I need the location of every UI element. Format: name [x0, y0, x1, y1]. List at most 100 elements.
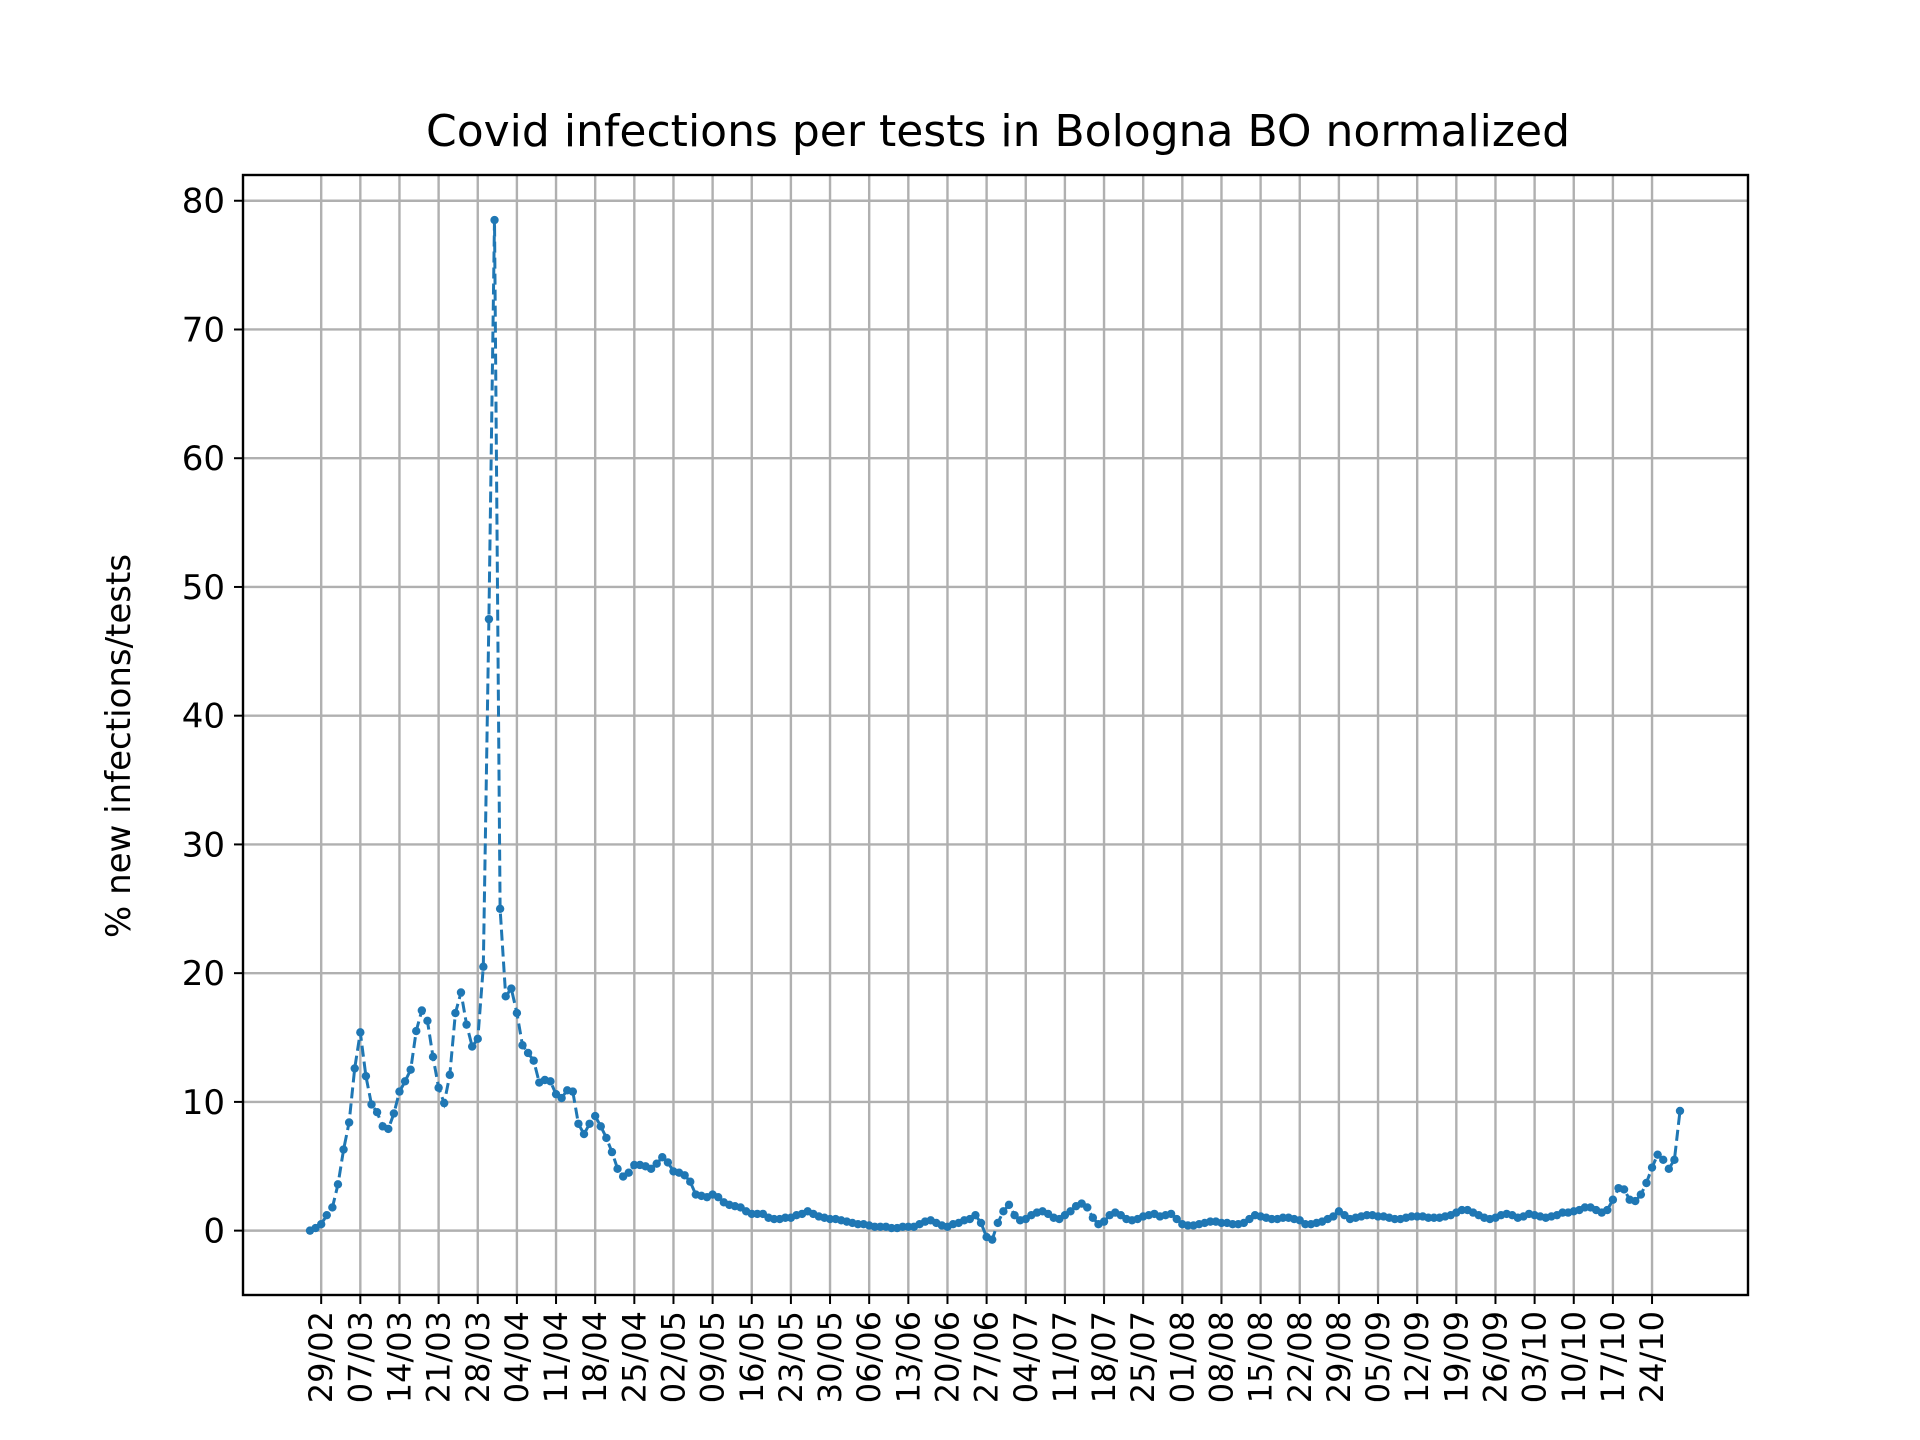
x-tick-label: 02/05 [654, 1311, 692, 1403]
x-tick-label: 21/03 [420, 1311, 458, 1403]
y-tick-label: 0 [203, 1212, 225, 1252]
data-point [467, 1042, 477, 1051]
x-tick-label: 30/05 [811, 1311, 849, 1403]
data-point [1603, 1205, 1612, 1215]
data-point [1636, 1190, 1646, 1199]
x-tick-label: 18/04 [576, 1311, 614, 1403]
data-point [501, 992, 510, 1001]
data-point [1670, 1155, 1679, 1165]
x-tick-label: 25/07 [1124, 1311, 1162, 1403]
data-point [328, 1203, 337, 1212]
data-point [988, 1235, 997, 1244]
data-point [384, 1124, 393, 1134]
x-tick-label: 17/10 [1594, 1311, 1632, 1403]
plot-frame [241, 173, 1750, 1297]
y-axis-label: % new infections/tests [99, 554, 139, 938]
x-tick-label: 11/04 [537, 1311, 575, 1403]
data-point [333, 1180, 343, 1189]
data-point [585, 1119, 594, 1128]
x-tick-label: 04/07 [1007, 1311, 1045, 1403]
data-point [344, 1118, 354, 1127]
data-point [356, 1028, 365, 1037]
data-point [624, 1168, 633, 1177]
data-point [339, 1145, 348, 1154]
x-tick-label: 04/04 [498, 1311, 536, 1403]
data-point [607, 1147, 617, 1157]
data-point [518, 1041, 527, 1050]
data-point [1099, 1217, 1109, 1226]
y-tick-label: 20 [182, 954, 225, 994]
data-point [484, 614, 494, 624]
data-point [361, 1071, 371, 1081]
chart-title: Covid infections per tests in Bologna BO… [426, 106, 1570, 157]
data-point [993, 1218, 1002, 1228]
data-point [479, 962, 488, 971]
x-tick-label: 05/09 [1359, 1311, 1397, 1403]
x-tick-label: 24/10 [1633, 1311, 1671, 1403]
data-points [305, 215, 1685, 1244]
x-tick-label: 13/06 [889, 1311, 927, 1403]
data-point [440, 1098, 449, 1108]
data-point [512, 1008, 522, 1018]
data-point [579, 1129, 589, 1139]
y-axis-ticks: 0 10 20 30 40 50 60 70 80 [182, 182, 243, 1252]
data-point [350, 1064, 359, 1073]
data-point [546, 1077, 555, 1086]
data-point [316, 1219, 326, 1229]
data-point [602, 1133, 611, 1143]
data-point [462, 1020, 471, 1029]
y-tick-label: 60 [182, 439, 225, 479]
x-tick-label: 26/09 [1476, 1311, 1514, 1403]
data-point [412, 1026, 421, 1036]
data-point [1664, 1164, 1674, 1174]
x-tick-label: 03/10 [1516, 1311, 1554, 1403]
data-point [529, 1056, 538, 1065]
data-point [1647, 1163, 1657, 1172]
data-point [1608, 1195, 1618, 1204]
data-point [1631, 1196, 1640, 1206]
data-point [1659, 1155, 1668, 1165]
data-point [495, 904, 505, 913]
x-tick-label: 12/09 [1398, 1311, 1436, 1403]
data-point [568, 1087, 578, 1096]
x-tick-label: 25/04 [615, 1311, 653, 1403]
data-point [473, 1034, 482, 1044]
data-point [400, 1077, 410, 1086]
data-point [434, 1083, 443, 1092]
y-tick-label: 40 [182, 697, 225, 737]
data-point [1653, 1150, 1662, 1159]
x-tick-label: 06/06 [850, 1311, 888, 1403]
x-tick-label: 18/07 [1085, 1311, 1123, 1403]
y-tick-label: 80 [182, 182, 225, 222]
data-point [367, 1100, 376, 1109]
y-tick-label: 10 [182, 1083, 225, 1123]
data-point [714, 1192, 723, 1202]
x-tick-label: 08/08 [1202, 1311, 1240, 1403]
data-point [686, 1177, 695, 1186]
data-point [1004, 1200, 1014, 1210]
data-point [646, 1164, 656, 1174]
data-point [523, 1048, 533, 1058]
data-point [976, 1218, 986, 1228]
x-tick-label: 28/03 [459, 1311, 497, 1403]
y-tick-label: 30 [182, 825, 225, 865]
data-point [445, 1070, 454, 1080]
x-tick-label: 15/08 [1242, 1311, 1280, 1403]
data-point [680, 1171, 689, 1180]
data-point [456, 988, 466, 997]
data-point [596, 1122, 605, 1131]
data-point [406, 1065, 415, 1074]
data-point [557, 1093, 566, 1103]
x-axis-ticks: 29/02 07/03 14/03 21/03 28/03 04/04 11/04 18/04… [302, 1295, 1671, 1403]
data-point [395, 1087, 404, 1096]
data-point [663, 1158, 673, 1167]
data-point [490, 215, 499, 225]
data-point [613, 1164, 622, 1174]
x-tick-label: 29/08 [1320, 1311, 1358, 1403]
data-point [574, 1119, 583, 1128]
data-point [507, 984, 516, 993]
data-point [1010, 1210, 1019, 1220]
x-tick-label: 10/10 [1555, 1311, 1593, 1403]
x-tick-label: 29/02 [302, 1311, 340, 1403]
